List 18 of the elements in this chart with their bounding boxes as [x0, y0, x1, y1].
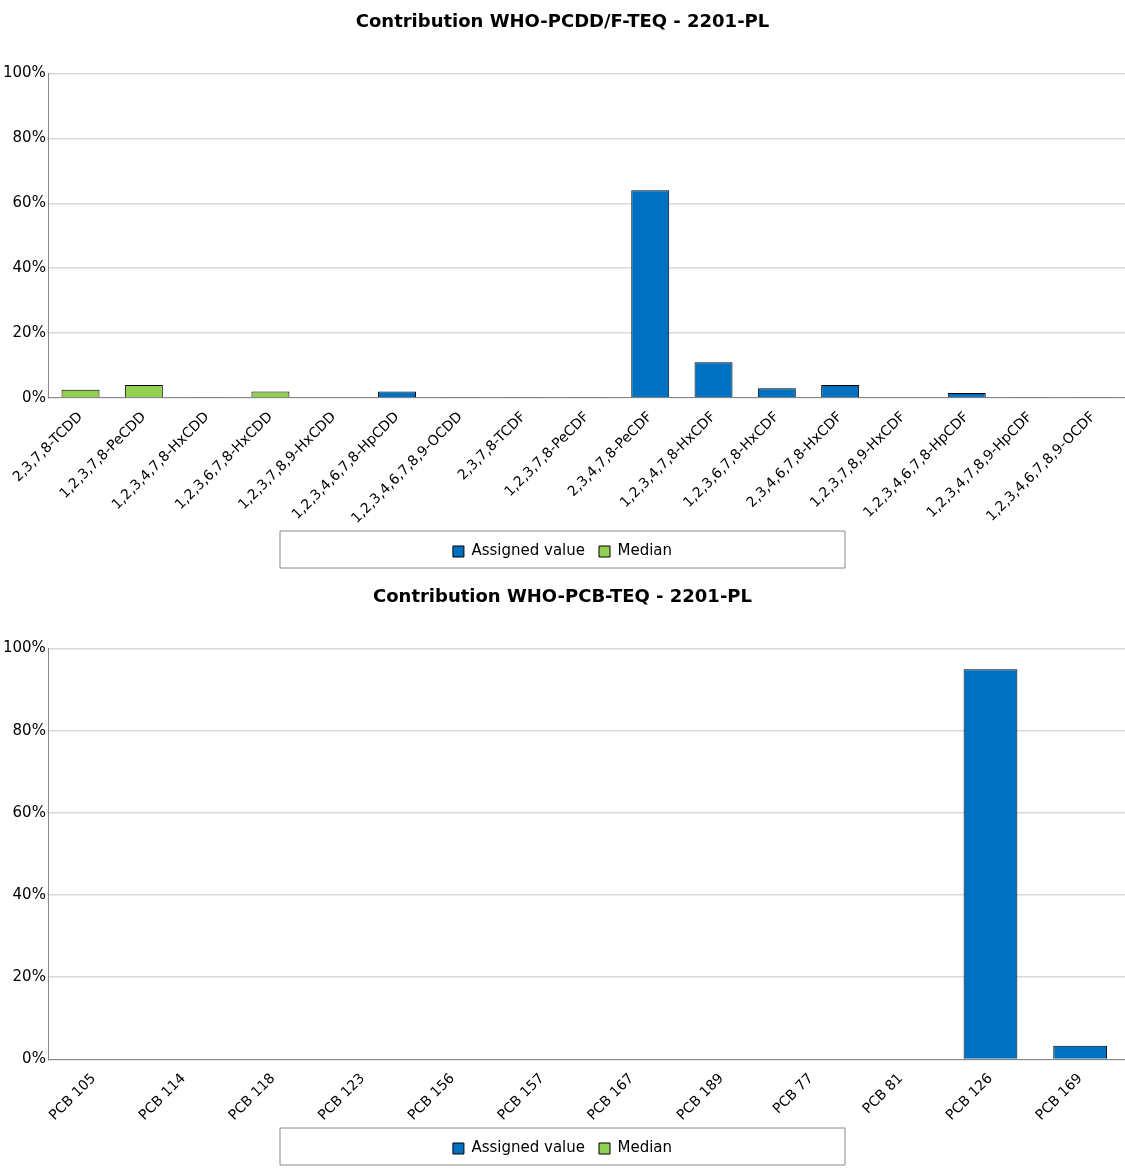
- y-tick-label: 100%: [2, 63, 46, 82]
- legend-label: Median: [617, 541, 673, 560]
- y-tick-label: 60%: [12, 193, 46, 212]
- y-tick-label: 80%: [12, 720, 46, 739]
- y-tick-label: 20%: [12, 967, 46, 986]
- y-tick-label: 60%: [12, 802, 46, 821]
- y-tick-label: 0%: [22, 387, 46, 406]
- y-tick-label: 0%: [22, 1049, 46, 1068]
- legend-label: Median: [617, 1138, 673, 1157]
- y-tick-label: 100%: [2, 638, 46, 657]
- y-tick-label: 40%: [12, 884, 46, 903]
- legend-label: Assigned value: [471, 541, 586, 560]
- y-tick-label: 40%: [12, 258, 46, 277]
- legend-label: Assigned value: [471, 1138, 586, 1157]
- y-tick-label: 20%: [12, 322, 46, 341]
- y-tick-label: 80%: [12, 128, 46, 147]
- chart-title: Contribution WHO-PCB-TEQ - 2201-PL: [372, 585, 753, 607]
- chart-title: Contribution WHO-PCDD/F-TEQ - 2201-PL: [355, 10, 770, 32]
